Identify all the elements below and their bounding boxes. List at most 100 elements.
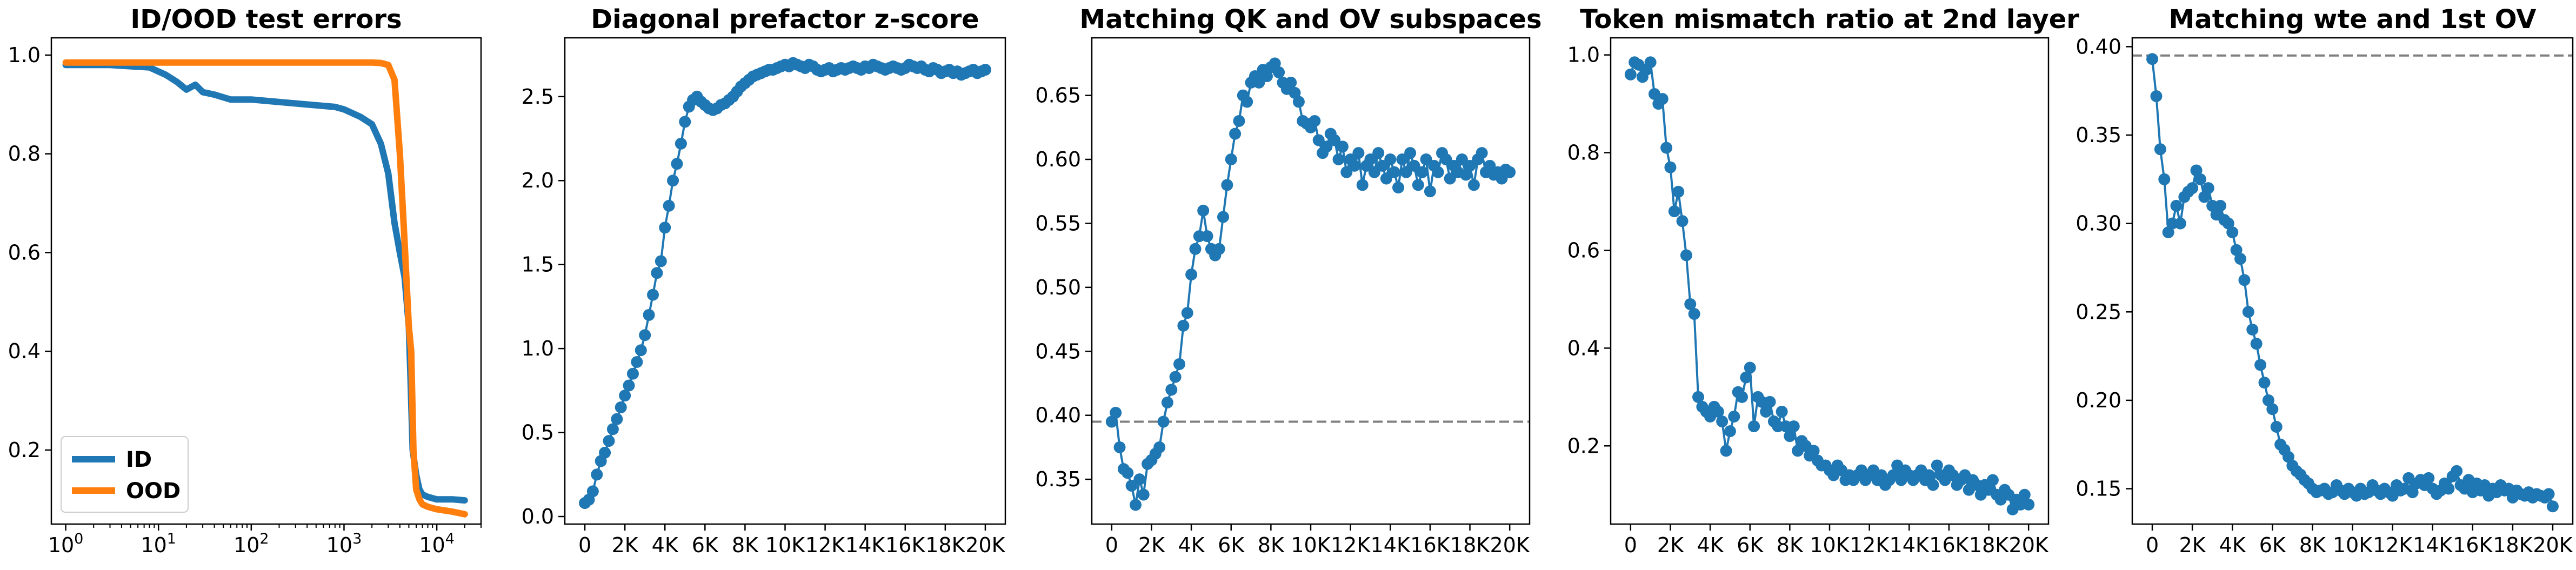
y-tick-label: 0.2 [8,438,41,462]
data-point [1986,474,1999,486]
plot-area [2132,53,2573,513]
x-tick-label: 4K [1697,533,1724,557]
x-tick-label: 12K [2373,533,2413,557]
data-point [1456,153,1468,165]
data-point [606,423,619,435]
y-tick-label: 1.5 [522,253,554,277]
data-point [2266,403,2279,415]
data-point [2230,244,2243,256]
data-point [667,175,679,187]
data-point [2254,359,2267,371]
tick-exponent: 4 [445,531,455,547]
x-tick-label: 2K [1657,533,1684,557]
data-point [1225,153,1237,165]
x-tick-label: 10K [2333,533,2373,557]
data-point [1392,182,1404,194]
data-point [1105,415,1118,428]
chart-title: Matching QK and OV subspaces [1079,4,1541,35]
x-tick-label: 20K [2009,533,2049,557]
data-point [615,401,627,413]
data-point [2262,394,2274,406]
x-tick-label: 12K [805,533,845,557]
data-point [1177,319,1190,332]
data-point [623,379,635,392]
data-point [2198,191,2211,203]
data-point [1444,172,1456,185]
data-point [1332,153,1345,165]
chart-panel-5: Matching wte and 1st OV 0.15 0.20 0.25 0.30 0… [2076,4,2574,557]
x-tick-label: 0 [2146,533,2159,557]
y-tick-label: 0.5 [522,421,554,445]
data-point [1261,70,1273,83]
data-point [1292,96,1305,108]
data-point [1923,469,1936,481]
data-point [1716,415,1729,428]
data-point [2246,324,2259,336]
data-point [659,222,671,234]
data-point [1460,169,1472,181]
data-point [1233,115,1245,127]
x-tick-label: 0 [578,533,591,557]
data-point [631,356,643,368]
data-point [1764,395,1776,408]
data-point [1724,425,1736,438]
x-tick-label: 20K [2533,533,2573,557]
data-point [2202,182,2214,195]
data-point [675,137,687,150]
data-point [2270,421,2283,433]
data-point [1712,405,1724,418]
plot-area [1624,56,2035,515]
data-point [651,267,663,279]
data-point [1217,211,1229,223]
data-point [1420,153,1432,165]
x-tick-label: 8K [732,533,759,557]
data-point [1133,473,1146,486]
data-point [1692,391,1704,403]
data-point [643,309,655,321]
data-point [1496,172,1508,185]
data-point [599,446,611,459]
x-tick-label: 14K [845,533,885,557]
data-point [1664,161,1677,173]
y-tick-label: 0.25 [2076,300,2121,324]
data-point [1130,499,1142,511]
data-point [1340,166,1353,178]
data-point [1165,384,1178,396]
x-tick-label: 20K [965,533,1005,557]
data-point [2222,217,2234,230]
data-point [2018,488,2031,501]
x-tick-label: 10K [1810,533,1850,557]
data-point [1440,153,1452,165]
chart-title: Matching wte and 1st OV [2169,4,2537,35]
data-point [1467,179,1480,191]
y-tick-label: 2.5 [522,85,554,109]
data-point [1432,166,1444,178]
legend: ID OOD [61,436,189,513]
data-point [1476,147,1488,159]
data-point [1201,230,1213,243]
x-tick-label: 104 [419,531,455,557]
data-point [1807,445,1820,457]
x-tick-label: 101 [141,531,176,557]
data-point [639,329,651,341]
data-point [1352,147,1365,159]
y-tick-label: 1.0 [1567,43,1600,67]
data-point [1927,479,1939,491]
y-tick-label: 0.65 [1035,84,1081,108]
x-tick-label: 16K [885,533,925,557]
data-point [1189,243,1202,255]
y-tick-label: 0.15 [2076,477,2121,501]
data-point [2451,465,2463,477]
x-tick-label: 8K [2299,533,2326,557]
tick-exponent: 0 [74,531,83,547]
data-point [1372,147,1385,159]
data-point [2422,472,2435,484]
x-tick-label: 12K [1331,533,1371,557]
data-point [2023,498,2035,511]
data-point [2162,226,2174,238]
y-tick-label: 0.4 [8,339,41,363]
data-point [1356,179,1369,191]
x-tick-label: 0 [1105,533,1118,557]
y-tick-label: 1.0 [522,337,554,360]
data-point [1760,405,1772,418]
